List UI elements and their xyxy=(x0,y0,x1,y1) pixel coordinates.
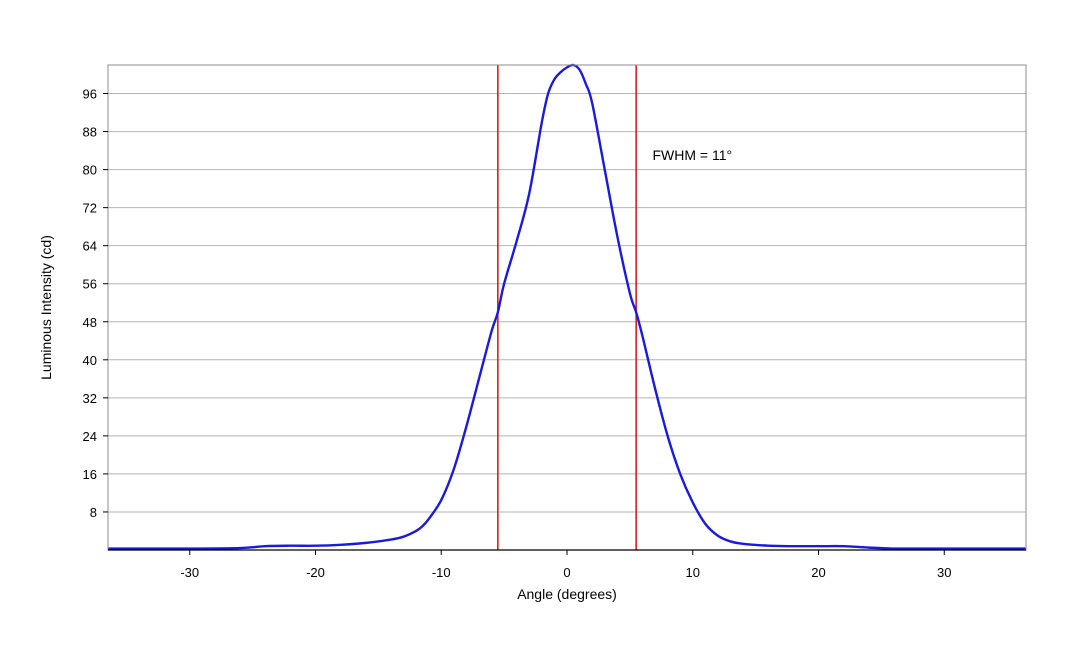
y-axis-title: Luminous Intensity (cd) xyxy=(38,235,54,380)
y-tick-label: 16 xyxy=(83,467,97,482)
y-tick-label: 72 xyxy=(83,201,97,216)
y-tick-label: 88 xyxy=(83,125,97,140)
x-tick-label: -30 xyxy=(180,565,199,580)
x-tick-label: 10 xyxy=(686,565,700,580)
fwhm-annotation: FWHM = 11° xyxy=(653,147,733,163)
intensity-curve xyxy=(107,63,1026,550)
y-tick-label: 40 xyxy=(83,353,97,368)
y-tick-label: 96 xyxy=(83,87,97,102)
y-tick-label: 80 xyxy=(83,163,97,178)
x-axis-title: Angle (degrees) xyxy=(517,586,617,602)
x-tick-label: 20 xyxy=(811,565,825,580)
fwhm-marker-lines xyxy=(497,65,637,550)
y-tick-label: 64 xyxy=(83,239,97,254)
grid-layer xyxy=(108,93,1026,513)
annotations: FWHM = 11° xyxy=(653,147,733,163)
plot-border xyxy=(107,64,1027,551)
x-tick-label: -10 xyxy=(432,565,451,580)
x-tick-label: 30 xyxy=(937,565,951,580)
tick-labels: -30 -20 -10 0 10 20 30 8 16 24 32 40 48 56 64 72 80 88 96 xyxy=(83,87,952,580)
x-tick-label: 0 xyxy=(563,565,570,580)
y-tick-label: 24 xyxy=(83,429,97,444)
series-layer xyxy=(107,63,1026,550)
y-tick-label: 8 xyxy=(90,505,97,520)
plot-frame xyxy=(107,64,1027,551)
y-tick-label: 48 xyxy=(83,315,97,330)
x-tick-label: -20 xyxy=(306,565,325,580)
y-tick-label: 32 xyxy=(83,391,97,406)
y-tick-label: 56 xyxy=(83,277,97,292)
